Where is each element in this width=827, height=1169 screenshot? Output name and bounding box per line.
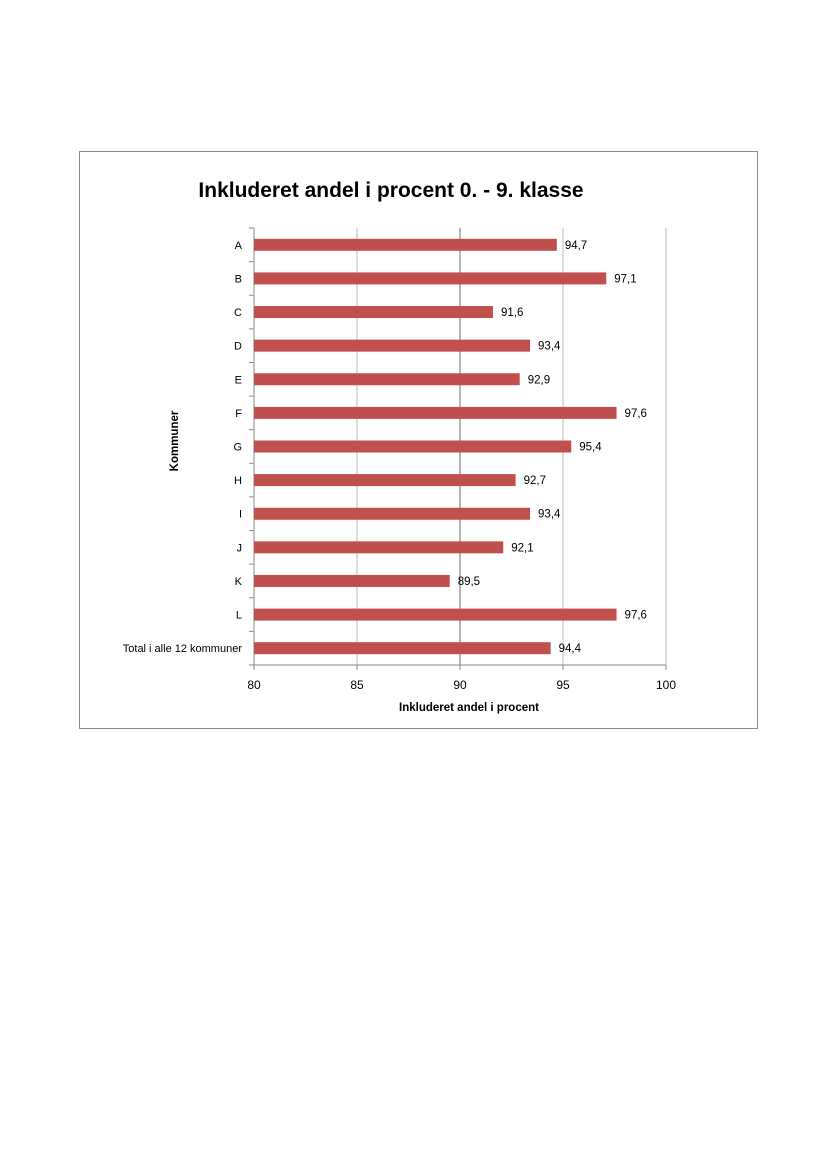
x-tick-label: 100	[656, 678, 676, 692]
x-tick-label: 95	[556, 678, 570, 692]
bar	[254, 608, 617, 621]
category-label: D	[234, 341, 242, 353]
category-label: E	[235, 374, 242, 386]
data-label: 93,4	[538, 341, 561, 353]
bar	[254, 238, 557, 251]
x-tick-label: 90	[453, 678, 467, 692]
bar	[254, 339, 531, 352]
category-label: G	[233, 442, 242, 454]
bar	[254, 507, 531, 520]
category-label: B	[235, 273, 242, 285]
bar	[254, 306, 493, 319]
data-label: 97,6	[625, 610, 647, 622]
bar	[254, 474, 516, 487]
data-label: 91,6	[501, 307, 523, 319]
data-label: 97,6	[625, 408, 647, 420]
bar	[254, 574, 450, 587]
data-label: 94,4	[559, 643, 582, 655]
bar	[254, 642, 551, 655]
x-tick-label: 85	[350, 678, 364, 692]
category-label: K	[235, 576, 243, 588]
category-label: A	[235, 240, 243, 252]
category-label: I	[239, 509, 242, 521]
category-label: C	[234, 307, 242, 319]
chart-title: Inkluderet andel i procent 0. - 9. klass…	[198, 179, 583, 202]
data-label: 97,1	[614, 273, 636, 285]
x-tick-label: 80	[247, 678, 261, 692]
category-label: L	[236, 610, 242, 622]
bar	[254, 541, 504, 554]
bars	[254, 238, 617, 655]
data-label: 89,5	[458, 576, 480, 588]
category-label: F	[235, 408, 242, 420]
category-label: Total i alle 12 kommuner	[123, 643, 243, 655]
labels: 80 85 90 95 100 A 94,7 B 97,1 C 91,6 D 93,4 E 92,9 F 97,…	[123, 240, 677, 692]
data-label: 92,9	[528, 374, 550, 386]
bar	[254, 272, 607, 285]
bar	[254, 440, 572, 453]
category-label: J	[237, 542, 243, 554]
bar	[254, 406, 617, 419]
data-label: 92,1	[511, 542, 533, 554]
data-label: 93,4	[538, 509, 561, 521]
data-label: 95,4	[579, 442, 602, 454]
data-label: 94,7	[565, 240, 587, 252]
y-axis-title: Kommuner	[169, 410, 181, 471]
bar	[254, 373, 520, 386]
category-label: H	[234, 475, 242, 487]
data-label: 92,7	[524, 475, 546, 487]
x-axis-title: Inkluderet andel i procent	[399, 702, 539, 714]
